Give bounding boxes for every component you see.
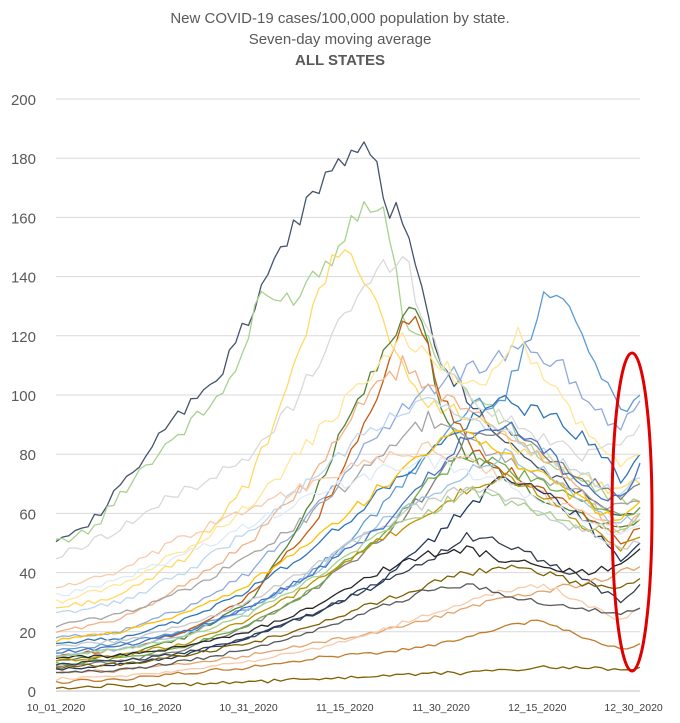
series-line-11	[55, 326, 641, 604]
series-line-21	[55, 486, 641, 647]
annotations	[610, 351, 654, 673]
x-tick-label: 10_31_2020	[219, 702, 278, 714]
series-line-25	[55, 583, 641, 682]
series-line-31	[55, 455, 641, 597]
y-tick-label: 40	[19, 566, 36, 583]
series-line-23	[55, 619, 641, 685]
series-lines	[55, 141, 641, 690]
series-line-30	[55, 564, 641, 669]
gridlines	[56, 98, 640, 633]
series-line-7	[55, 306, 641, 662]
series-line-15	[55, 396, 641, 614]
x-tick-label: 10_01_2020	[27, 702, 86, 714]
series-line-4	[55, 249, 641, 609]
series-line-26	[55, 421, 641, 654]
series-line-12	[55, 425, 641, 668]
y-tick-label: 0	[28, 684, 36, 701]
y-tick-label: 80	[19, 447, 36, 464]
series-line-5	[55, 256, 641, 560]
y-tick-label: 120	[11, 329, 36, 346]
series-line-20	[55, 531, 641, 666]
chart-title: New COVID-19 cases/100,000 population by…	[0, 8, 680, 71]
y-tick-label: 160	[11, 210, 36, 227]
series-line-24	[55, 665, 641, 690]
chart-title-line-1: New COVID-19 cases/100,000 population by…	[170, 10, 510, 27]
x-tick-label: 12_30_2020	[604, 702, 663, 714]
y-tick-label: 140	[11, 270, 36, 287]
series-line-10	[55, 394, 641, 645]
series-line-32	[55, 583, 641, 674]
y-tick-label: 100	[11, 388, 36, 405]
x-tick-label: 12_15_2020	[508, 702, 567, 714]
chart-title-line-3: ALL STATES	[295, 52, 385, 69]
series-line-9	[55, 355, 641, 634]
x-tick-label: 11_30_2020	[412, 702, 470, 714]
chart-title-line-2: Seven-day moving average	[248, 31, 432, 48]
axes: 0 20 40 60 80 100 120 140 160 180 200 10_01_2020 10_…	[11, 92, 663, 714]
y-tick-label: 20	[19, 625, 36, 642]
highlight-ellipse	[610, 351, 654, 673]
series-line-1	[55, 141, 641, 543]
series-line-29	[55, 430, 641, 643]
x-tick-label: 11_15_2020	[316, 702, 374, 714]
series-line-18	[55, 447, 641, 657]
series-line-27	[55, 545, 641, 660]
series-line-14	[55, 456, 641, 665]
series-line-22	[55, 566, 641, 674]
series-line-28	[55, 485, 641, 658]
series-line-6	[55, 341, 641, 639]
y-tick-label: 200	[11, 92, 36, 109]
series-line-16	[55, 441, 641, 589]
series-line-19	[55, 472, 641, 662]
series-line-13	[55, 410, 641, 628]
y-tick-label: 180	[11, 151, 36, 168]
y-tick-label: 60	[19, 506, 36, 523]
x-tick-label: 10_16_2020	[123, 702, 182, 714]
